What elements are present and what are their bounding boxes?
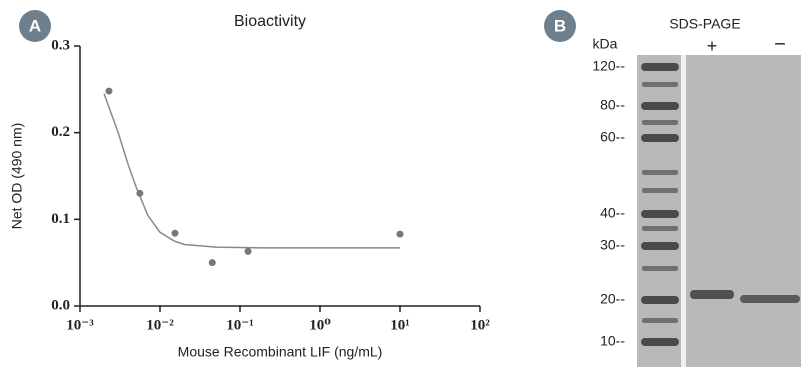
marker-band [642,170,678,175]
panel-label: B [554,16,566,35]
marker-band [642,82,678,87]
marker-band [642,188,678,193]
gel-unit: kDa [593,36,618,52]
marker-band [641,338,679,346]
marker-label: 120-- [592,58,625,74]
data-point [172,230,179,237]
gel-title: SDS-PAGE [669,16,740,32]
data-point [245,248,252,255]
marker-band [641,296,679,304]
gel-separator [681,55,686,367]
gel-band [740,295,800,303]
marker-label: 10-- [600,333,625,349]
data-point [105,88,112,95]
marker-label: 30-- [600,237,625,253]
marker-band [641,210,679,218]
fit-curve [104,94,400,248]
marker-label: 60-- [600,129,625,145]
y-tick-label: 0.0 [51,297,70,313]
x-tick-label: 10⁰ [309,317,331,333]
x-tick-label: 10⁻¹ [226,317,253,333]
x-tick-label: 10¹ [390,317,410,333]
x-tick-label: 10² [470,317,490,333]
marker-band [642,266,678,271]
y-tick-label: 0.1 [51,211,70,227]
panel-label: A [29,16,41,35]
marker-band [642,318,678,323]
data-point [209,259,216,266]
lane-label: − [774,33,786,55]
gel-band [690,290,734,299]
x-tick-label: 10⁻³ [66,317,94,333]
figure: A B Bioactivity Mouse Recombinant LIF (n… [0,0,801,367]
marker-band [642,120,678,125]
marker-label: 80-- [600,97,625,113]
y-tick-label: 0.3 [51,37,70,53]
marker-label: 20-- [600,291,625,307]
y-axis-label: Net OD (490 nm) [9,123,25,230]
marker-band [641,242,679,250]
marker-band [641,102,679,110]
x-tick-label: 10⁻² [146,317,174,333]
marker-band [641,134,679,142]
data-point [136,190,143,197]
x-axis-label: Mouse Recombinant LIF (ng/mL) [178,344,383,360]
marker-band [641,63,679,71]
marker-label: 40-- [600,205,625,221]
data-point [397,231,404,238]
marker-band [642,226,678,231]
y-tick-label: 0.2 [51,124,70,140]
lane-label: + [707,36,718,56]
chart-title: Bioactivity [234,13,306,30]
